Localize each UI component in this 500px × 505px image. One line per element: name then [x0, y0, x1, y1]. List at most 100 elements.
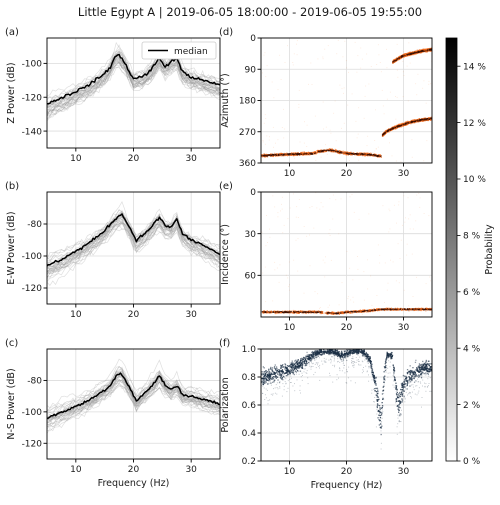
- density-noise: [283, 137, 285, 139]
- density-mark: [428, 49, 430, 51]
- density-mark: [264, 156, 267, 158]
- trace-line: [47, 51, 220, 106]
- density-mark: [272, 154, 275, 156]
- density-mark: [346, 151, 349, 153]
- density-mark: [270, 153, 272, 155]
- density-mark: [336, 151, 338, 153]
- density-mark: [336, 312, 338, 315]
- density-mark: [338, 150, 341, 152]
- trace-line: [47, 382, 220, 422]
- density-mark: [333, 151, 336, 153]
- density-noise: [264, 266, 266, 268]
- density-noise: [350, 299, 352, 301]
- density-noise: [384, 262, 386, 264]
- density-mark: [380, 411, 382, 413]
- density-mark: [275, 377, 277, 379]
- density-mark: [296, 370, 299, 372]
- density-noise: [403, 289, 405, 291]
- density-mark: [263, 311, 265, 313]
- density-noise: [309, 234, 310, 236]
- density-mark: [385, 130, 387, 132]
- density-mark: [377, 404, 379, 406]
- density-mark: [416, 51, 418, 54]
- density-mark: [367, 357, 369, 360]
- density-mark: [404, 383, 406, 386]
- density-mark: [342, 312, 344, 315]
- density-mark: [374, 390, 376, 392]
- density-mark: [315, 350, 317, 352]
- density-mark: [362, 154, 364, 157]
- trace-line: [47, 221, 220, 275]
- density-mark: [409, 379, 411, 381]
- density-noise: [292, 64, 294, 66]
- density-mark: [297, 312, 299, 314]
- density-mark: [263, 371, 265, 373]
- density-noise: [264, 114, 266, 116]
- density-mark: [427, 49, 429, 51]
- density-mark: [288, 153, 290, 155]
- density-noise: [429, 276, 431, 278]
- density-noise: [363, 299, 365, 301]
- density-mark: [394, 125, 397, 128]
- density-mark: [385, 307, 387, 309]
- density-mark: [402, 309, 405, 311]
- density-mark: [275, 312, 277, 315]
- density-mark: [292, 309, 295, 312]
- density-noise: [367, 288, 369, 290]
- density-noise: [395, 118, 397, 120]
- density-mark: [302, 310, 304, 312]
- density-mark: [330, 150, 332, 153]
- density-mark: [346, 355, 349, 358]
- density-mark: [339, 151, 341, 154]
- density-noise: [329, 229, 331, 231]
- density-noise: [423, 213, 425, 214]
- density-mark: [312, 311, 314, 313]
- density-mark: [381, 425, 383, 427]
- density-mark: [369, 309, 371, 311]
- density-mark: [314, 310, 316, 312]
- trace-line: [47, 219, 220, 267]
- density-noise: [367, 259, 368, 261]
- density-noise: [345, 60, 347, 62]
- density-noise: [378, 311, 380, 313]
- density-mark: [272, 371, 274, 373]
- density-mark: [343, 151, 346, 154]
- density-mark: [426, 119, 428, 121]
- density-mark: [386, 308, 388, 311]
- density-mark: [319, 312, 321, 314]
- density-mark: [413, 309, 415, 311]
- x-tick-label: 10: [284, 323, 296, 333]
- density-mark: [315, 310, 318, 312]
- density-mark: [312, 357, 315, 359]
- density-noise: [297, 217, 299, 218]
- density-noise: [388, 231, 390, 233]
- density-noise: [320, 202, 322, 204]
- density-mark: [371, 363, 373, 365]
- density-noise: [423, 80, 425, 82]
- density-mark: [412, 53, 414, 55]
- density-mark: [261, 156, 263, 158]
- density-mark: [271, 373, 273, 376]
- density-mark: [376, 308, 378, 310]
- density-mark: [311, 358, 313, 361]
- density-noise: [368, 83, 370, 85]
- density-mark: [306, 358, 309, 360]
- density-mark: [421, 49, 423, 51]
- density-mark: [412, 119, 414, 121]
- density-noise: [265, 245, 267, 247]
- density-mark: [301, 312, 303, 314]
- density-mark: [382, 133, 384, 136]
- y-tick-label: 60: [245, 272, 257, 282]
- x-tick-label: 20: [128, 154, 140, 164]
- density-mark: [348, 152, 350, 154]
- density-mark: [313, 312, 316, 314]
- density-mark: [416, 367, 418, 369]
- density-mark: [293, 154, 296, 157]
- density-mark: [412, 371, 414, 373]
- density-mark: [384, 308, 386, 311]
- density-mark: [269, 155, 271, 157]
- density-mark: [353, 351, 355, 353]
- density-noise: [295, 216, 297, 218]
- density-mark: [306, 311, 308, 313]
- density-noise: [272, 300, 274, 302]
